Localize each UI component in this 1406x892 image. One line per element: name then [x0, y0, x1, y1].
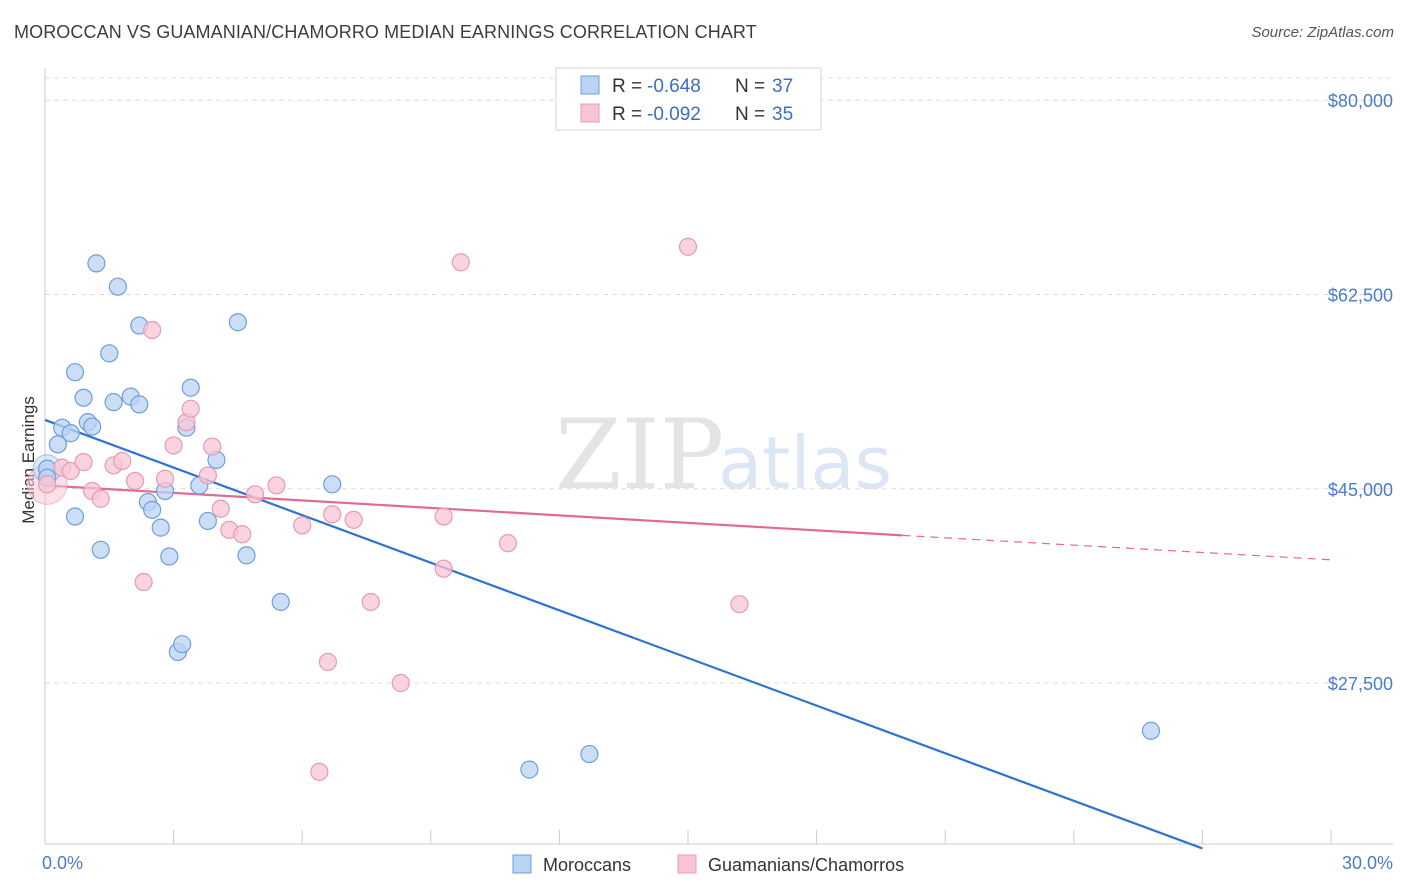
point-guamanians-27	[391, 673, 410, 693]
point-guamanians-34	[310, 762, 329, 781]
point-moroccans-20	[151, 518, 170, 537]
point-moroccans-4	[61, 424, 80, 443]
point-guamanians-32	[678, 237, 698, 256]
point-guamanians-15	[198, 466, 217, 485]
point-guamanians-5	[91, 489, 110, 508]
point-moroccans-17	[130, 395, 149, 414]
point-guamanians-25	[344, 510, 363, 529]
series-legend-label-moroccans: Moroccans	[543, 855, 631, 875]
watermark: ZIP atlas	[555, 399, 892, 511]
point-moroccans-34	[520, 760, 539, 779]
point-guamanians-23	[318, 652, 338, 672]
point-guamanians-2	[61, 461, 80, 481]
y-tick-label-0: $27,500	[1328, 674, 1393, 694]
stats-legend-swatch-guamanians	[580, 103, 600, 123]
point-guamanians-0	[38, 475, 57, 494]
point-moroccans-31	[237, 546, 256, 565]
trend-line-moroccans	[44, 418, 1203, 850]
point-guamanians-20	[245, 485, 265, 504]
point-guamanians-19	[233, 525, 252, 544]
stats-legend-box	[555, 67, 822, 131]
series-legend-swatch-moroccans	[512, 854, 532, 874]
y-tick-label-2: $62,500	[1328, 285, 1393, 305]
point-moroccans-13	[104, 393, 123, 412]
legend-r-label-2: R =	[612, 104, 642, 125]
x-tick-label-0: 0.0%	[42, 853, 83, 873]
point-moroccans-24	[173, 635, 192, 654]
point-guamanians-33	[730, 595, 749, 614]
point-moroccans-6	[65, 363, 85, 382]
legend-r-value-2: -0.092	[647, 104, 701, 125]
point-guamanians-9	[134, 572, 153, 592]
point-guamanians-26	[361, 592, 380, 612]
stats-legend-swatch-moroccans	[580, 75, 600, 95]
point-moroccans-2	[48, 435, 67, 454]
point-guamanians-30	[451, 253, 470, 272]
point-guamanians-3	[74, 453, 93, 472]
point-guamanians-14	[181, 399, 200, 418]
watermark-zip: ZIP	[555, 399, 724, 511]
point-guamanians-17	[211, 499, 230, 518]
y-tick-label-1: $45,000	[1328, 480, 1393, 500]
point-moroccans-32	[271, 592, 290, 612]
series-legend-label-guamanians: Guamanians/Chamorros	[708, 855, 904, 875]
legend-n-label-1: N =	[735, 76, 765, 97]
data-points	[26, 237, 1161, 781]
point-guamanians-11	[155, 469, 175, 488]
y-tick-label-3: $80,000	[1328, 91, 1393, 111]
watermark-atlas: atlas	[718, 421, 892, 505]
point-guamanians-7	[113, 451, 132, 471]
point-guamanians-12	[164, 436, 183, 455]
point-guamanians-10	[143, 320, 162, 340]
point-moroccans-22	[160, 547, 179, 566]
point-moroccans-30	[228, 313, 247, 332]
trend-line-guamanians-extension	[902, 534, 1332, 561]
trend-lines	[44, 418, 1332, 850]
legend-r-value-1: -0.648	[647, 76, 701, 97]
legend-n-value-1: 37	[772, 76, 793, 97]
point-guamanians-28	[434, 507, 453, 526]
stats-legend: R = -0.648 N = 37 R = -0.092 N = 35	[555, 67, 822, 131]
point-moroccans-7	[74, 388, 93, 407]
point-moroccans-19	[143, 500, 162, 519]
point-guamanians-24	[323, 505, 342, 524]
series-legend-swatch-guamanians	[677, 854, 697, 874]
point-guamanians-22	[293, 516, 312, 535]
point-moroccans-5	[65, 507, 85, 526]
legend-r-label-1: R =	[612, 76, 642, 97]
trend-line-guamanians	[44, 484, 903, 537]
point-moroccans-12	[100, 344, 119, 363]
point-guamanians-8	[125, 471, 145, 491]
grid-lines	[45, 77, 1393, 684]
point-moroccans-10	[87, 254, 106, 273]
y-tick-labels: $27,500 $45,000 $62,500 $80,000	[1328, 91, 1393, 694]
point-moroccans-14	[108, 277, 127, 296]
y-axis-label: Median Earnings	[19, 396, 38, 524]
point-moroccans-28	[198, 511, 217, 531]
point-guamanians-29	[434, 559, 453, 578]
point-moroccans-11	[91, 540, 110, 559]
legend-n-label-2: N =	[735, 104, 765, 125]
point-moroccans-36	[1141, 721, 1161, 740]
legend-n-value-2: 35	[772, 104, 793, 125]
point-guamanians-31	[498, 534, 518, 553]
point-moroccans-35	[580, 744, 599, 764]
chart-title: MOROCCAN VS GUAMANIAN/CHAMORRO MEDIAN EA…	[14, 22, 757, 42]
point-moroccans-26	[181, 378, 200, 397]
source-credit: Source: ZipAtlas.com	[1251, 24, 1394, 41]
point-moroccans-33	[323, 475, 342, 494]
series-legend: Moroccans Guamanians/Chamorros	[512, 854, 904, 875]
point-guamanians-21	[267, 476, 286, 495]
x-tick-label-1: 30.0%	[1342, 853, 1393, 873]
point-moroccans-9	[83, 417, 102, 436]
x-tick-labels: 0.0% 30.0%	[42, 853, 1393, 873]
point-guamanians-16	[203, 437, 222, 456]
